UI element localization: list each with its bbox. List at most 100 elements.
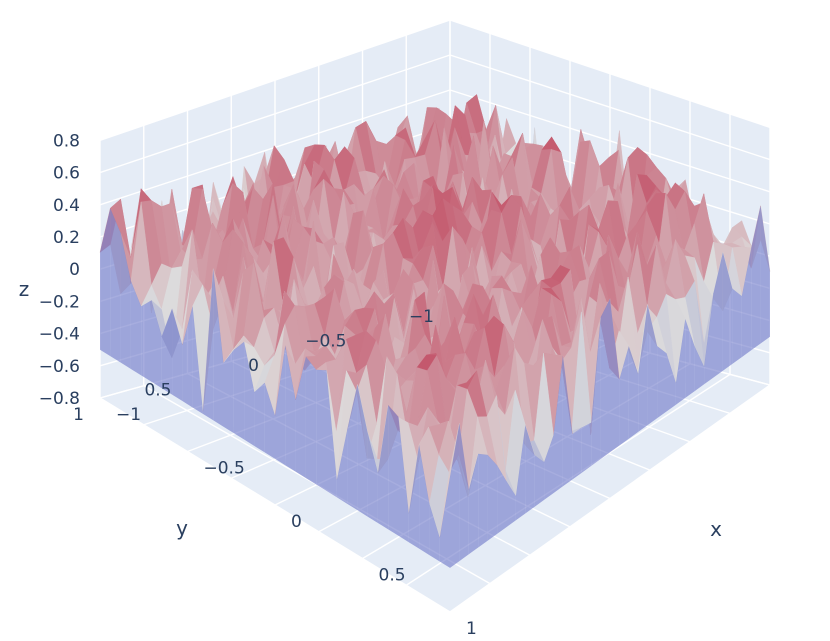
surface-skirt xyxy=(657,346,667,419)
surface-skirt xyxy=(316,369,327,491)
surface-skirt xyxy=(233,341,245,440)
surface-skirt xyxy=(141,300,152,382)
x-tick-label: −0.5 xyxy=(204,459,245,479)
surface-skirt xyxy=(305,356,317,485)
surface-skirt xyxy=(525,425,535,514)
surface-skirt xyxy=(347,384,358,511)
surface-skirt xyxy=(450,423,460,568)
surface-skirt xyxy=(685,319,695,398)
surface-skirt xyxy=(534,455,545,507)
surface-skirt xyxy=(357,384,368,517)
y-tick-label: −1 xyxy=(409,307,434,327)
surface-skirt xyxy=(244,341,255,446)
x-tick-label: 0.5 xyxy=(379,566,406,586)
surface-skirt xyxy=(408,444,420,549)
surface-skirt xyxy=(506,481,516,528)
surface-skirt xyxy=(398,417,409,543)
surface-skirt xyxy=(497,465,507,534)
x-tick-label: 1 xyxy=(466,619,477,639)
surface-skirt xyxy=(172,308,183,401)
surface-skirt xyxy=(264,382,275,459)
surface-skirt xyxy=(161,308,173,395)
surface-skirt xyxy=(285,345,296,472)
surface-skirt xyxy=(487,454,498,541)
surface-skirt xyxy=(120,232,131,369)
surface-skirt xyxy=(439,476,450,568)
surface-skirt xyxy=(675,319,686,405)
surface-skirt xyxy=(666,353,676,412)
y-tick-label: 0 xyxy=(248,356,259,376)
surface-skirt xyxy=(192,306,203,414)
y-tick-label: −0.5 xyxy=(305,332,346,352)
surface-skirt xyxy=(130,280,142,376)
surface-skirt xyxy=(367,432,378,523)
surface-skirt xyxy=(377,405,389,530)
surface-skirt xyxy=(388,405,399,536)
surface-skirt xyxy=(713,252,723,378)
surface-skirt xyxy=(478,453,488,548)
surface-skirt xyxy=(553,355,563,494)
z-tick-label: 0.4 xyxy=(53,196,80,216)
surface-mesh xyxy=(99,94,771,568)
surface-skirt xyxy=(202,268,214,421)
surface-skirt xyxy=(760,205,770,344)
axis-ticks: −0.8 −0.6 −0.4 −0.2 0 0.2 0.4 0.6 0.8 −1 −0.5 0 0.5 1… xyxy=(39,131,477,639)
surface-skirt xyxy=(336,430,348,504)
z-tick-label: −0.6 xyxy=(39,357,80,377)
surface-skirt xyxy=(100,208,111,357)
surface-skirt xyxy=(704,292,714,385)
surface-skirt xyxy=(468,453,479,555)
x-axis-title: x xyxy=(710,517,722,541)
surface-skirt xyxy=(591,317,601,466)
surface-skirt xyxy=(419,444,430,556)
y-tick-label: 1 xyxy=(73,405,84,425)
z-tick-label: −0.4 xyxy=(39,325,80,345)
surface-skirt xyxy=(151,300,162,389)
surface-skirt xyxy=(213,268,224,427)
surface-skirt xyxy=(254,382,265,453)
surface-skirt xyxy=(628,346,639,439)
surface-skirt xyxy=(459,423,469,562)
surface-skirt xyxy=(275,345,286,466)
z-axis-title: z xyxy=(19,277,30,301)
surface-skirt xyxy=(610,298,620,453)
surface-skirt xyxy=(694,346,705,392)
grid-line-floor-y xyxy=(99,397,451,613)
surface-skirt xyxy=(751,205,761,351)
axis-titles: z y x xyxy=(19,277,722,541)
grid-line-wall-z xyxy=(99,54,451,174)
surface-skirt xyxy=(544,435,554,500)
surface-skirt xyxy=(647,304,658,426)
y-axis-title: y xyxy=(176,516,188,540)
x-tick-label: −1 xyxy=(116,405,141,425)
z-tick-label: −0.2 xyxy=(39,292,80,312)
surface-skirt xyxy=(182,306,193,408)
surface-skirt xyxy=(581,422,592,473)
grid-line-floor-x xyxy=(449,384,771,613)
surface-skirt xyxy=(638,304,648,432)
grid-line-wall-z xyxy=(99,19,451,142)
surface-skirt xyxy=(429,503,440,562)
surface-skirt xyxy=(223,349,234,434)
surface-skirt xyxy=(741,248,752,358)
z-tick-label: 0.2 xyxy=(53,228,80,248)
y-tick-label: 0.5 xyxy=(144,381,171,401)
surface-skirt xyxy=(722,252,733,371)
surface-skirt xyxy=(619,346,629,446)
grid-line-wall-z xyxy=(449,54,771,161)
x-tick-label: 0 xyxy=(291,512,302,532)
surface-skirt xyxy=(732,288,742,364)
surface-skirt xyxy=(515,425,526,521)
surface-skirt xyxy=(600,298,610,460)
surface-skirt xyxy=(295,356,306,479)
surface-skirt xyxy=(326,370,337,498)
z-tick-label: 0.8 xyxy=(53,131,80,151)
surface-skirt xyxy=(110,208,121,363)
z-tick-label: −0.8 xyxy=(39,389,80,409)
grid-line-wall-z xyxy=(449,19,771,129)
z-tick-label: 0 xyxy=(69,260,80,280)
surface-skirt xyxy=(562,355,573,487)
z-tick-label: 0.6 xyxy=(53,164,80,184)
grid-line-wall-z xyxy=(449,89,771,193)
